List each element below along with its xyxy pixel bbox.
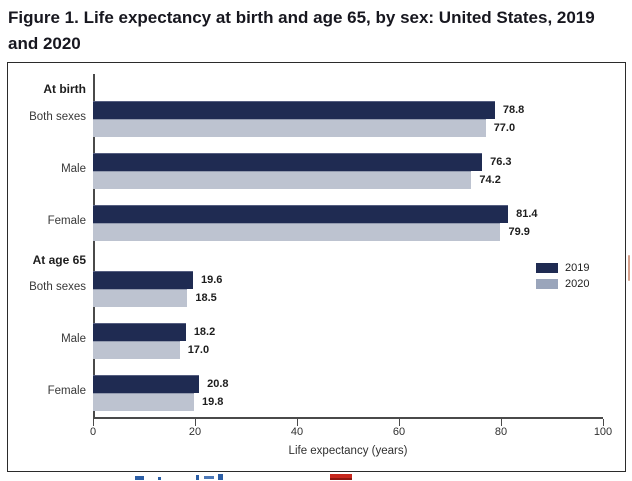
x-tick-label: 40 — [290, 426, 304, 438]
bar-2020-male — [93, 341, 180, 359]
bar-2019-both-sexes — [93, 271, 193, 289]
category-label: Both sexes — [29, 111, 86, 123]
bar-2020-both-sexes — [93, 119, 486, 137]
x-axis-tick — [501, 419, 502, 426]
bar-2020-female — [93, 393, 194, 411]
category-label: Male — [61, 333, 86, 345]
category-label: Female — [47, 385, 86, 397]
figure-title: Figure 1. Life expectancy at birth and a… — [8, 8, 595, 53]
legend-label-2020: 2020 — [565, 278, 590, 290]
legend-swatch-2020 — [536, 279, 558, 289]
legend-label-2019: 2019 — [565, 262, 590, 274]
bar-value-label: 77.0 — [493, 122, 516, 134]
bar-2019-male — [93, 323, 186, 341]
clipped-footer-link-fragment — [135, 476, 144, 480]
bar-2019-female — [93, 205, 509, 223]
bar-value-label: 78.8 — [502, 104, 525, 116]
x-axis-tick — [603, 419, 604, 426]
bar-2020-female — [93, 223, 501, 241]
bar-2019-male — [93, 153, 483, 171]
x-axis-title: Life expectancy (years) — [288, 445, 408, 457]
clipped-footer-link-fragment — [218, 474, 223, 480]
bar-chart-plot-area: Life expectancy (years) 2019 2020 At bir… — [8, 63, 625, 471]
bar-2020-male — [93, 171, 472, 189]
chart-legend: 2019 2020 — [536, 260, 589, 292]
chart-panel: Life expectancy (years) 2019 2020 At bir… — [7, 62, 626, 472]
bar-value-label: 81.4 — [516, 208, 538, 220]
legend-item-2020: 2020 — [536, 276, 589, 292]
bar-2019-both-sexes — [93, 101, 495, 119]
bar-value-label: 19.8 — [201, 396, 224, 408]
x-tick-label: 80 — [494, 426, 508, 438]
clipped-footer-link-fragment — [196, 475, 199, 480]
x-tick-label: 20 — [188, 426, 202, 438]
scrollbar-thumb-fragment[interactable] — [628, 255, 630, 281]
category-label: Female — [47, 215, 86, 227]
clipped-footer-link-fragment — [158, 477, 161, 480]
x-axis-tick — [399, 419, 400, 426]
x-axis-tick — [195, 419, 196, 426]
x-tick-label: 60 — [392, 426, 406, 438]
clipped-footer-link-fragment — [204, 476, 214, 479]
clipped-footer-icon-fragment — [330, 474, 352, 480]
legend-item-2019: 2019 — [536, 260, 589, 276]
bar-value-label: 76.3 — [490, 156, 512, 168]
x-axis-line — [93, 417, 603, 419]
category-label: Male — [61, 163, 86, 175]
bar-2019-female — [93, 375, 200, 393]
x-axis-tick — [297, 419, 298, 426]
bar-value-label: 18.5 — [195, 292, 217, 304]
bar-value-label: 20.8 — [207, 378, 229, 390]
category-label: Both sexes — [29, 281, 86, 293]
bar-value-label: 79.9 — [508, 226, 530, 238]
bar-2020-both-sexes — [93, 289, 188, 307]
bar-value-label: 18.2 — [193, 326, 216, 338]
legend-swatch-2019 — [536, 263, 558, 273]
bar-value-label: 74.2 — [479, 174, 501, 186]
x-tick-label: 0 — [89, 426, 97, 438]
x-axis-tick — [93, 419, 94, 426]
section-header: At birth — [43, 82, 86, 96]
x-tick-label: 100 — [593, 426, 613, 438]
bar-value-label: 19.6 — [200, 274, 223, 286]
y-axis-line — [93, 74, 95, 418]
section-header: At age 65 — [32, 253, 86, 267]
bar-value-label: 17.0 — [187, 344, 210, 356]
